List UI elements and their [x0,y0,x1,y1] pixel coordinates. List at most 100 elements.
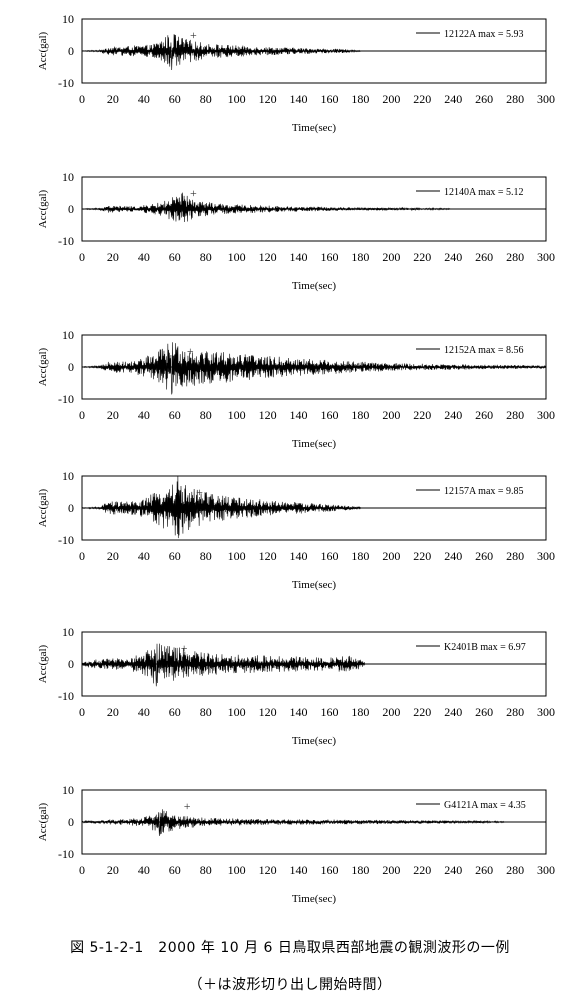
x-tick-label: 100 [228,705,246,719]
x-tick-label: 200 [382,705,400,719]
y-axis-label: Acc(gal) [37,644,49,683]
y-tick-label: 10 [62,469,74,483]
legend-label: 12140A max = 5.12 [444,187,524,198]
x-tick-label: 280 [506,408,524,422]
x-tick-label: 0 [79,408,85,422]
x-tick-label: 180 [351,408,369,422]
x-axis-label: Time(sec) [292,579,337,591]
x-tick-label: 80 [200,705,212,719]
x-tick-label: 240 [444,92,462,106]
x-tick-label: 120 [259,705,277,719]
x-tick-label: 140 [290,705,308,719]
x-tick-label: 180 [351,863,369,877]
x-axis-label: Time(sec) [292,893,337,905]
chart-panel-6: 100-100 20 40 60 80 100 120 140 160 180 200 220 240 2… [37,783,555,905]
chart-panel-5: 100-100 20 40 60 80 100 120 140 160 180 200 220 240 2… [37,625,555,747]
x-tick-label: 120 [259,250,277,264]
x-tick-label: 160 [320,408,338,422]
x-tick-label: 40 [138,92,150,106]
x-tick-label: 180 [351,250,369,264]
legend-label: K2401B max = 6.97 [444,642,526,653]
x-tick-label: 140 [290,408,308,422]
x-tick-label: 40 [138,250,150,264]
x-axis-label: Time(sec) [292,735,337,747]
y-tick-label: 10 [62,12,74,26]
x-tick-label: 160 [320,250,338,264]
x-tick-label: 80 [200,863,212,877]
x-tick-label: 300 [537,549,555,563]
y-tick-label: 10 [62,328,74,342]
x-tick-label: 260 [475,863,493,877]
x-tick-label: 220 [413,92,431,106]
x-tick-label: 20 [107,92,119,106]
x-tick-label: 220 [413,705,431,719]
x-tick-label: 60 [169,549,181,563]
start-marker: + [190,28,197,42]
x-tick-label: 220 [413,863,431,877]
chart-panel-1: 100-100 20 40 60 80 100 120 140 160 180 200 220 240 2… [37,12,555,134]
seismic-waveform-charts: 100-100 20 40 60 80 100 120 140 160 180 200 220 240 2… [37,12,555,905]
x-tick-label: 120 [259,549,277,563]
x-tick-label: 140 [290,92,308,106]
y-tick-label: -10 [58,392,74,406]
y-tick-label: 0 [68,657,74,671]
x-tick-label: 280 [506,863,524,877]
waveform-series-12157A [81,476,361,539]
x-tick-label: 160 [320,549,338,563]
legend-label: G4121A max = 4.35 [444,800,526,811]
y-axis-label: Acc(gal) [37,802,49,841]
x-tick-label: 300 [537,92,555,106]
x-tick-label: 100 [228,92,246,106]
x-tick-label: 280 [506,92,524,106]
y-tick-label: 0 [68,44,74,58]
x-tick-label: 100 [228,408,246,422]
x-tick-label: 0 [79,705,85,719]
y-axis-label: Acc(gal) [37,347,49,386]
x-tick-label: 180 [351,92,369,106]
y-axis-label: Acc(gal) [37,31,49,70]
x-tick-label: 100 [228,863,246,877]
x-axis-label: Time(sec) [292,438,337,450]
x-tick-label: 280 [506,705,524,719]
x-tick-label: 300 [537,705,555,719]
y-axis-label: Acc(gal) [37,488,49,527]
x-tick-label: 280 [506,549,524,563]
y-tick-label: 0 [68,501,74,515]
start-marker: + [196,485,203,499]
x-tick-label: 20 [107,408,119,422]
x-tick-label: 0 [79,863,85,877]
x-tick-label: 160 [320,863,338,877]
x-axis-label: Time(sec) [292,122,337,134]
y-tick-label: -10 [58,847,74,861]
x-tick-label: 240 [444,250,462,264]
x-tick-label: 80 [200,549,212,563]
x-tick-label: 260 [475,92,493,106]
start-marker: + [184,799,191,813]
x-tick-label: 260 [475,250,493,264]
start-marker: + [181,641,188,655]
y-tick-label: -10 [58,76,74,90]
x-tick-label: 300 [537,408,555,422]
x-tick-label: 240 [444,705,462,719]
waveform-series-12152A [81,342,547,395]
x-tick-label: 180 [351,705,369,719]
x-tick-label: 200 [382,863,400,877]
x-tick-label: 140 [290,863,308,877]
x-tick-label: 240 [444,408,462,422]
legend-label: 12152A max = 8.56 [444,345,524,356]
x-tick-label: 260 [475,705,493,719]
x-tick-label: 260 [475,549,493,563]
y-tick-label: -10 [58,689,74,703]
y-tick-label: -10 [58,234,74,248]
x-tick-label: 100 [228,250,246,264]
x-tick-label: 140 [290,549,308,563]
x-tick-label: 0 [79,250,85,264]
x-tick-label: 20 [107,863,119,877]
x-tick-label: 40 [138,705,150,719]
x-tick-label: 200 [382,549,400,563]
x-tick-label: 20 [107,549,119,563]
x-tick-label: 80 [200,250,212,264]
x-tick-label: 300 [537,250,555,264]
figure-subcaption: （＋は波形切り出し開始時間） [188,977,392,993]
waveform-series-K2401B [81,643,366,687]
